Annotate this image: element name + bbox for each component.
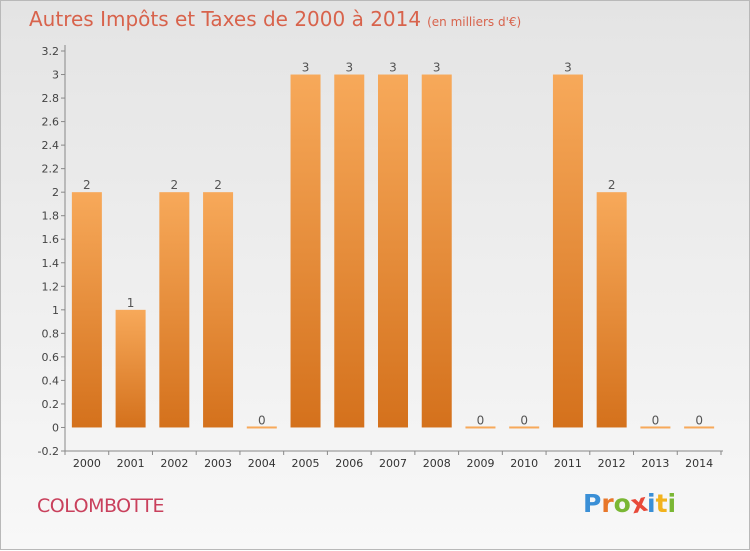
data-label: 2: [608, 178, 616, 192]
bar: [552, 74, 583, 428]
x-tick-label: 2000: [73, 457, 101, 470]
data-label: 0: [520, 413, 528, 427]
y-tick-label: 1.2: [42, 280, 60, 293]
x-tick-label: 2009: [466, 457, 494, 470]
data-label: 3: [389, 61, 397, 75]
x-tick-label: 2012: [598, 457, 626, 470]
bar: [290, 74, 321, 428]
data-label: 0: [695, 413, 703, 427]
bar: [421, 74, 452, 428]
logo-letter: r: [601, 489, 614, 518]
x-tick-label: 2001: [117, 457, 145, 470]
y-tick-label: 1: [52, 304, 59, 317]
x-tick-label: 2008: [423, 457, 451, 470]
y-tick-label: 1.6: [42, 233, 60, 246]
y-tick-label: 3.2: [42, 45, 60, 58]
bar: [115, 309, 146, 428]
y-tick-label: -0.2: [38, 445, 59, 458]
logo-letter: P: [583, 489, 602, 518]
y-tick-label: 0.2: [42, 398, 60, 411]
bars: [71, 74, 715, 429]
chart-title: Autres Impôts et Taxes de 2000 à 2014: [29, 7, 422, 31]
bar: [203, 192, 234, 428]
bar: [684, 426, 715, 429]
y-tick-label: 1.4: [42, 257, 60, 270]
x-tick-label: 2014: [685, 457, 713, 470]
data-label: 3: [433, 61, 441, 75]
axes: -0.2 0 0.2 0.4 0.6 0.8 1 1.2 1.4 1.6 1.8 2 2.2 2.4 2.6…: [38, 45, 723, 470]
x-tick-label: 2003: [204, 457, 232, 470]
bar: [509, 426, 540, 429]
bar: [71, 192, 102, 428]
data-label: 1: [127, 296, 135, 310]
bar: [334, 74, 365, 428]
data-label: 2: [171, 178, 179, 192]
bar: [465, 426, 496, 429]
x-tick-label: 2010: [510, 457, 538, 470]
y-tick-label: 0.6: [42, 351, 60, 364]
commune-name: COLOMBOTTE: [37, 495, 165, 517]
bar: [159, 192, 190, 428]
y-tick-label: 0: [52, 421, 59, 434]
proxiti-logo[interactable]: Proxiti: [583, 488, 677, 520]
logo-letter: t: [655, 489, 668, 518]
data-labels: 2 1 2 2 0 3 3 3 3 0 0 3 2 0 0: [83, 61, 703, 428]
bar: [378, 74, 408, 428]
data-label: 0: [652, 413, 660, 427]
y-tick-label: 2.4: [42, 139, 60, 152]
x-tick-label: 2006: [335, 457, 363, 470]
x-tick-label: 2004: [248, 457, 276, 470]
bar: [596, 192, 627, 428]
data-label: 2: [214, 178, 222, 192]
y-tick-label: 0.4: [42, 374, 60, 387]
y-tick-label: 0.8: [42, 327, 60, 340]
data-label: 0: [477, 413, 485, 427]
title-row: Autres Impôts et Taxes de 2000 à 2014 (en…: [29, 7, 521, 31]
logo-letter: o: [613, 489, 631, 518]
chart-subtitle: (en milliers d'€): [427, 15, 522, 29]
logo-letter: i: [647, 489, 656, 518]
y-tick-label: 2: [52, 186, 59, 199]
y-tick-label: 2.8: [42, 92, 60, 105]
bar: [246, 426, 277, 429]
data-label: 0: [258, 413, 266, 427]
logo-letter: i: [667, 489, 677, 518]
data-label: 2: [83, 178, 91, 192]
data-label: 3: [302, 61, 310, 75]
y-tick-label: 3: [52, 69, 59, 82]
x-tick-label: 2007: [379, 457, 407, 470]
y-tick-label: 2.6: [42, 116, 60, 129]
data-label: 3: [564, 61, 572, 75]
y-tick-label: 2.2: [42, 163, 60, 176]
x-tick-label: 2002: [160, 457, 188, 470]
bar: [640, 426, 671, 429]
y-tick-label: 1.8: [42, 210, 60, 223]
x-tick-label: 2005: [292, 457, 320, 470]
x-tick-label: 2013: [641, 457, 669, 470]
x-tick-label: 2011: [554, 457, 582, 470]
data-label: 3: [345, 61, 353, 75]
